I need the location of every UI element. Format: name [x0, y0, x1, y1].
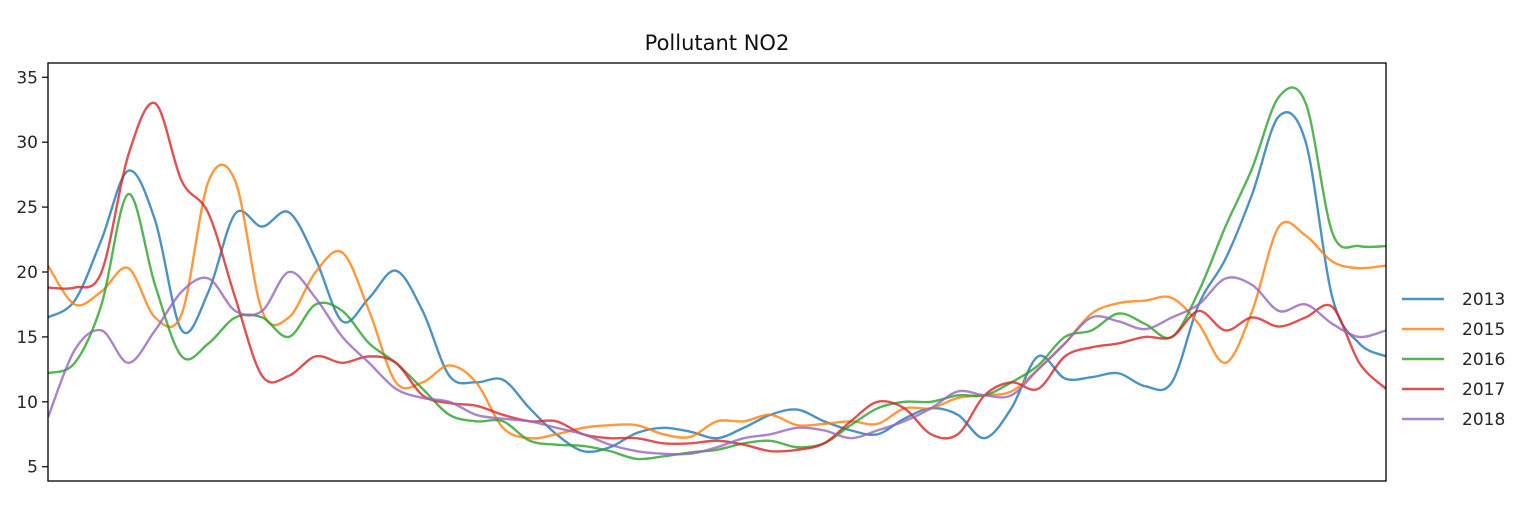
- plot-frame: [47, 62, 1387, 482]
- legend-label-2013: 2013: [1462, 290, 1505, 310]
- legend: 2013 2015 2016 2017 2018: [1402, 290, 1505, 430]
- series-line-2015: [48, 163, 1386, 440]
- y-tick-label: 5: [27, 458, 38, 478]
- y-tick-label: 20: [16, 263, 38, 283]
- series-line-2013: [48, 111, 1386, 454]
- series-line-2016: [48, 86, 1386, 461]
- y-tick-label: 10: [16, 393, 38, 413]
- y-tick-label: 15: [16, 328, 38, 348]
- chart-title: Pollutant NO2: [645, 31, 790, 55]
- legend-label-2016: 2016: [1462, 350, 1505, 370]
- y-tick-label: 35: [16, 68, 38, 88]
- legend-label-2017: 2017: [1462, 380, 1505, 400]
- legend-label-2018: 2018: [1462, 410, 1505, 430]
- y-tick-label: 30: [16, 133, 38, 153]
- series-layer: [48, 86, 1386, 461]
- legend-label-2015: 2015: [1462, 320, 1505, 340]
- y-axis: 5 10 15 20 25 30 35: [16, 68, 48, 478]
- y-tick-label: 25: [16, 198, 38, 218]
- series-line-2017: [48, 101, 1386, 453]
- series-line-2018: [48, 270, 1386, 456]
